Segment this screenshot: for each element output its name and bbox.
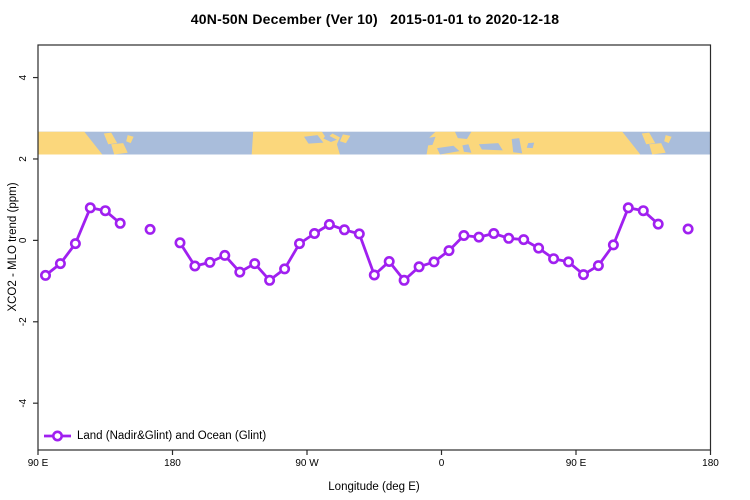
y-tick-label: -4: [18, 398, 29, 407]
data-point: [293, 238, 305, 250]
data-point: [652, 218, 664, 230]
y-tick-label: -2: [18, 317, 29, 326]
legend-label: Land (Nadir&Glint) and Ocean (Glint): [77, 430, 267, 442]
data-point: [114, 217, 126, 229]
chart-title: 40N-50N December (Ver 10) 2015-01-01 to …: [190, 11, 560, 27]
data-point: [443, 245, 455, 257]
map-water: [425, 136, 436, 146]
data-point: [577, 269, 589, 281]
data-point: [219, 249, 231, 261]
map-water: [462, 144, 472, 153]
data-point: [518, 234, 530, 246]
data-point: [637, 205, 649, 217]
map-land: [641, 132, 656, 145]
data-point: [174, 237, 186, 249]
x-axis-label: Longitude (deg E): [328, 481, 420, 493]
data-point: [99, 205, 111, 217]
data-point: [84, 202, 96, 214]
data-point: [234, 266, 246, 278]
data-point: [54, 258, 66, 270]
map-land: [649, 143, 666, 155]
data-point: [249, 258, 261, 270]
data-point: [533, 242, 545, 254]
data-point: [39, 269, 51, 281]
map-water: [478, 143, 503, 151]
data-point: [144, 223, 156, 235]
data-point: [473, 231, 485, 243]
map-water: [526, 142, 535, 149]
data-point: [368, 269, 380, 281]
axes: 90 E 180 90 W 0 90 E 180 4 2 0 -2 -4: [18, 44, 719, 469]
map-land: [664, 135, 672, 144]
data-point: [592, 260, 604, 272]
legend-marker-icon: [51, 430, 63, 442]
map-water: [304, 135, 324, 144]
data-point: [398, 274, 410, 286]
data-point: [323, 219, 335, 231]
y-tick-label: 0: [18, 237, 29, 243]
map-band: [38, 131, 711, 155]
data-point: [189, 260, 201, 272]
data-point: [682, 223, 694, 235]
data-point: [428, 256, 440, 268]
data-point: [69, 238, 81, 250]
data-point: [383, 255, 395, 267]
data-point: [204, 256, 216, 268]
map-land: [103, 132, 118, 145]
x-tick-label: 90 E: [566, 458, 587, 469]
x-tick-label: 180: [702, 458, 719, 469]
map-land: [339, 134, 351, 144]
data-point: [503, 232, 515, 244]
data-point: [308, 228, 320, 240]
map-land: [111, 143, 128, 155]
data-point: [413, 261, 425, 273]
plot-frame: [37, 44, 712, 451]
x-tick-label: 90 W: [295, 458, 319, 469]
series-land-nadir-glint-and-ocean-glint-: [39, 202, 694, 286]
data-point: [353, 228, 365, 240]
map-land: [126, 135, 134, 144]
y-tick-label: 4: [18, 74, 29, 80]
data-point: [338, 224, 350, 236]
x-tick-label: 90 E: [28, 458, 49, 469]
data-point: [458, 230, 470, 242]
data-point: [562, 256, 574, 268]
data-point: [548, 253, 560, 265]
map-water: [323, 134, 337, 142]
data-point: [622, 202, 634, 214]
map-water: [454, 131, 472, 139]
map-water: [511, 138, 523, 154]
data-point: [279, 263, 291, 275]
data-point: [607, 239, 619, 251]
data-point: [264, 274, 276, 286]
y-tick-label: 2: [18, 156, 29, 162]
map-water: [437, 145, 460, 155]
x-tick-label: 180: [164, 458, 181, 469]
legend-symbol: [44, 430, 71, 442]
x-tick-label: 0: [439, 458, 445, 469]
data-point: [488, 228, 500, 240]
map-land: [38, 131, 103, 155]
